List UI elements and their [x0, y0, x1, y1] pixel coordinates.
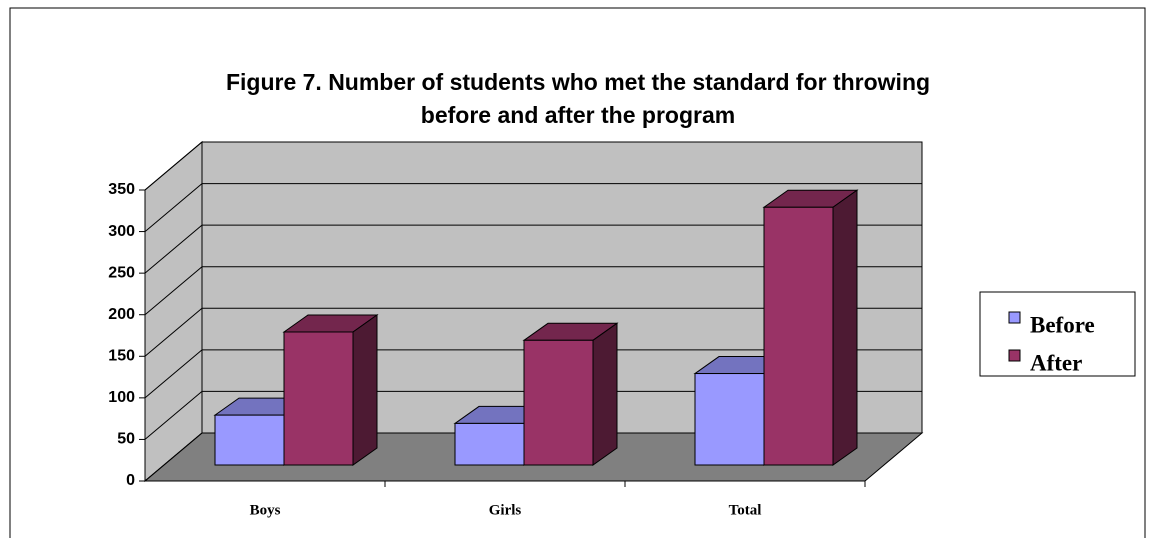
grid-line: [144, 183, 922, 232]
y-tick-label: 50: [117, 431, 135, 448]
grid-line: [144, 432, 922, 482]
bar: [214, 414, 285, 466]
chart-title: before and after the program: [421, 102, 735, 128]
grid-line: [144, 349, 922, 399]
y-tick-label: 350: [108, 181, 135, 198]
grid-line: [144, 390, 922, 440]
y-tick-label: 200: [108, 306, 135, 323]
bar-side: [592, 322, 618, 466]
x-tick-label: Boys: [250, 502, 281, 518]
bar: [523, 339, 594, 466]
y-tick-label: 0: [126, 472, 135, 489]
x-tick-label: Total: [729, 502, 762, 518]
x-tick-label: Girls: [489, 502, 522, 518]
legend-swatch: [1008, 311, 1021, 324]
bar-side: [832, 189, 858, 466]
side-wall: [144, 140, 203, 483]
legend-label: After: [1030, 350, 1082, 375]
y-tick-label: 300: [108, 223, 135, 240]
y-tick-label: 150: [108, 348, 135, 365]
grid-line: [144, 141, 922, 191]
legend-label: Before: [1030, 312, 1095, 337]
grid-line: [144, 266, 922, 316]
y-tick-label: 100: [108, 389, 135, 406]
chart-border: [9, 7, 1146, 538]
bar: [454, 422, 525, 466]
legend-swatch: [1008, 349, 1021, 362]
bar: [283, 331, 354, 466]
bar: [694, 373, 765, 466]
y-tick-label: 250: [108, 264, 135, 281]
grid-line: [144, 224, 922, 274]
legend-box: [979, 291, 1136, 377]
bar: [763, 206, 834, 466]
grid-line: [144, 307, 922, 357]
bar-side: [352, 314, 378, 466]
chart-title: Figure 7. Number of students who met the…: [226, 69, 930, 95]
